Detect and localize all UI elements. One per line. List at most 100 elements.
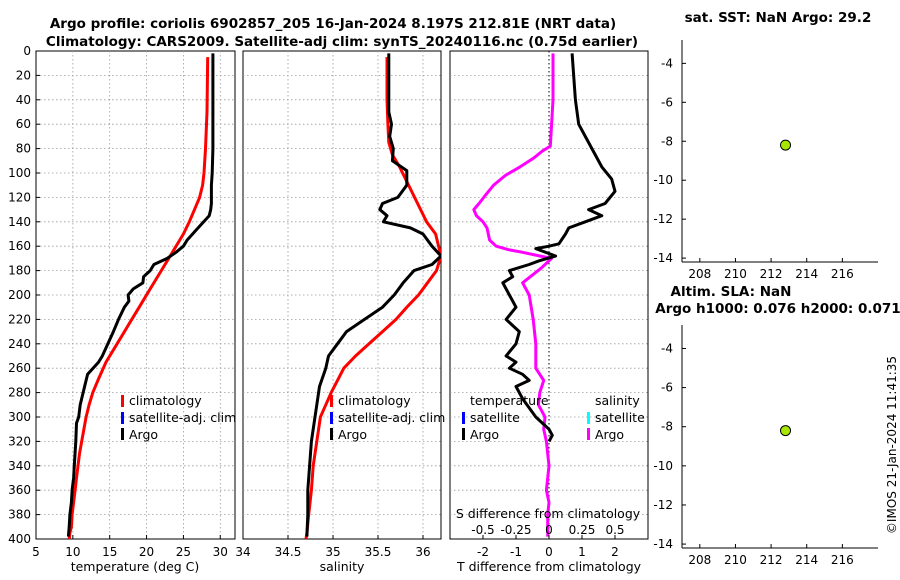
legend-label-climatology: climatology xyxy=(129,393,202,408)
s-difference-tick-label: 0 xyxy=(545,523,553,537)
sla-map-y-tick-label: -12 xyxy=(653,498,673,512)
depth-tick-label: 280 xyxy=(8,386,31,400)
legend-label-t-satellite: satellite xyxy=(470,410,520,425)
difference-panel: -2 -1 0 1 2 -0.5 -0.25 0 0.25 0.5 S difference f… xyxy=(449,50,649,574)
depth-tick-label: 220 xyxy=(8,312,31,326)
salinity-panel: 34 34.5 35 35.5 36 salinity climatology sate… xyxy=(235,50,445,574)
salinity-legend: climatology satellite-adj. clim Argo xyxy=(330,393,445,442)
depth-tick-label: 20 xyxy=(16,68,31,82)
sla-map-y-tick-label: -4 xyxy=(661,341,673,355)
s-difference-tick-label: -0.5 xyxy=(471,523,494,537)
legend-label-t-argo: Argo xyxy=(470,427,499,442)
temperature-panel: 5 10 15 20 25 30 0 20 40 60 80 100 120 140 160 180 200 2… xyxy=(8,44,236,574)
temperature-x-tick-label: 15 xyxy=(102,545,117,559)
s-difference-ticks: -0.5 -0.25 0 0.25 0.5 xyxy=(471,523,624,537)
legend-header-salinity: salinity xyxy=(595,393,640,408)
legend-swatch-t-argo xyxy=(462,428,465,440)
sst-map-argo-position-marker xyxy=(780,139,792,151)
temperature-argo-line xyxy=(66,53,215,537)
depth-y-ticks: 0 20 40 60 80 100 120 140 160 180 200 220 240 260 280 3… xyxy=(8,44,40,546)
temperature-x-ticks: 5 10 15 20 25 30 xyxy=(32,535,228,559)
legend-swatch-climatology xyxy=(121,395,124,407)
difference-gridlines xyxy=(450,75,648,515)
sst-map-x-tick-label: 212 xyxy=(760,267,783,281)
legend-label-argo: Argo xyxy=(338,427,367,442)
depth-tick-label: 40 xyxy=(16,93,31,107)
sla-map-y-tick-label: -14 xyxy=(653,537,673,551)
sla-map-y-tick-label: -6 xyxy=(661,381,673,395)
temperature-climatology-line xyxy=(67,57,210,539)
depth-tick-label: 200 xyxy=(8,288,31,302)
legend-swatch-argo xyxy=(121,428,124,440)
sst-map-panel: sat. SST: NaN Argo: 29.2 -4 -6 -8 -10 -12 -14… xyxy=(653,10,878,281)
temperature-x-tick-label: 10 xyxy=(65,545,80,559)
t-difference-tick-label: 2 xyxy=(611,545,619,559)
legend-label-argo: Argo xyxy=(129,427,158,442)
legend-label-satellite: satellite-adj. clim xyxy=(338,410,445,425)
temperature-x-tick-label: 25 xyxy=(176,545,191,559)
sst-map-x-tick-label: 210 xyxy=(724,267,747,281)
depth-tick-label: 180 xyxy=(8,264,31,278)
sst-map-ticks: -4 -6 -8 -10 -12 -14 208 210 212 214 216 xyxy=(653,56,853,281)
legend-swatch-t-satellite xyxy=(462,412,465,424)
sst-map-y-tick-label: -14 xyxy=(653,251,673,265)
legend-swatch-climatology xyxy=(330,395,333,407)
t-difference-x-label: T difference from climatology xyxy=(456,559,642,574)
depth-tick-label: 260 xyxy=(8,361,31,375)
salinity-gridlines xyxy=(243,51,441,539)
sla-map-y-tick-label: -10 xyxy=(653,459,673,473)
depth-tick-label: 60 xyxy=(16,117,31,131)
s-difference-label: S difference from climatology xyxy=(456,506,641,521)
main-title-line-2: Climatology: CARS2009. Satellite-adj cli… xyxy=(46,34,638,50)
sla-map-points xyxy=(780,425,792,437)
depth-tick-label: 400 xyxy=(8,532,31,546)
depth-tick-label: 380 xyxy=(8,508,31,522)
temperature-x-label: temperature (deg C) xyxy=(71,559,200,574)
depth-tick-label: 340 xyxy=(8,459,31,473)
sla-map-x-tick-label: 216 xyxy=(831,553,854,567)
sla-map-title-line-1: Altim. SLA: NaN xyxy=(671,284,792,300)
sst-map-title: sat. SST: NaN Argo: 29.2 xyxy=(685,10,872,26)
sst-map-y-tick-label: -12 xyxy=(653,212,673,226)
salinity-argo-line xyxy=(305,53,441,537)
t-difference-tick-label: 1 xyxy=(578,545,586,559)
depth-tick-label: 300 xyxy=(8,410,31,424)
sst-map-points xyxy=(780,139,792,151)
depth-tick-label: 160 xyxy=(8,239,31,253)
depth-tick-label: 140 xyxy=(8,215,31,229)
temperature-x-tick-label: 20 xyxy=(139,545,154,559)
imos-timestamp-watermark: ©IMOS 21-Jan-2024 11:41:35 xyxy=(885,356,899,534)
temperature-difference-legend: temperature satellite Argo xyxy=(462,393,549,442)
sla-map-x-tick-label: 208 xyxy=(688,553,711,567)
temperature-difference-argo-line xyxy=(501,53,617,443)
legend-swatch-s-satellite xyxy=(587,412,590,424)
salinity-difference-argo-line xyxy=(472,53,555,537)
t-difference-x-ticks: -2 -1 0 1 2 xyxy=(477,535,619,559)
temperature-legend: climatology satellite-adj. clim Argo xyxy=(121,393,236,442)
salinity-x-tick-label: 35.5 xyxy=(365,545,392,559)
sla-map-title-line-2: Argo h1000: 0.076 h2000: 0.071 xyxy=(655,301,900,317)
sla-map-ticks: -4 -6 -8 -10 -12 -14 208 210 212 214 216 xyxy=(653,341,853,567)
sst-map-y-tick-label: -10 xyxy=(653,173,673,187)
s-difference-tick-label: -0.25 xyxy=(500,523,531,537)
sst-map-y-tick-label: -6 xyxy=(661,95,673,109)
t-difference-tick-label: -1 xyxy=(510,545,522,559)
salinity-x-tick-label: 34.5 xyxy=(275,545,302,559)
legend-swatch-argo xyxy=(330,428,333,440)
sla-map-argo-position-marker xyxy=(780,425,792,437)
temperature-x-tick-label: 5 xyxy=(32,545,40,559)
difference-profiles xyxy=(472,53,617,537)
t-difference-tick-label: -2 xyxy=(477,545,489,559)
legend-label-climatology: climatology xyxy=(338,393,411,408)
salinity-x-tick-label: 35 xyxy=(325,545,340,559)
legend-label-s-satellite: satellite xyxy=(595,410,645,425)
sla-map-x-tick-label: 212 xyxy=(760,553,783,567)
depth-tick-label: 360 xyxy=(8,483,31,497)
depth-tick-label: 80 xyxy=(16,142,31,156)
main-title-line-1: Argo profile: coriolis 6902857_205 16-Ja… xyxy=(50,16,616,32)
s-difference-tick-label: 0.5 xyxy=(605,523,624,537)
sst-map-x-tick-label: 214 xyxy=(795,267,818,281)
depth-tick-label: 0 xyxy=(23,44,31,58)
salinity-x-tick-label: 34 xyxy=(235,545,250,559)
